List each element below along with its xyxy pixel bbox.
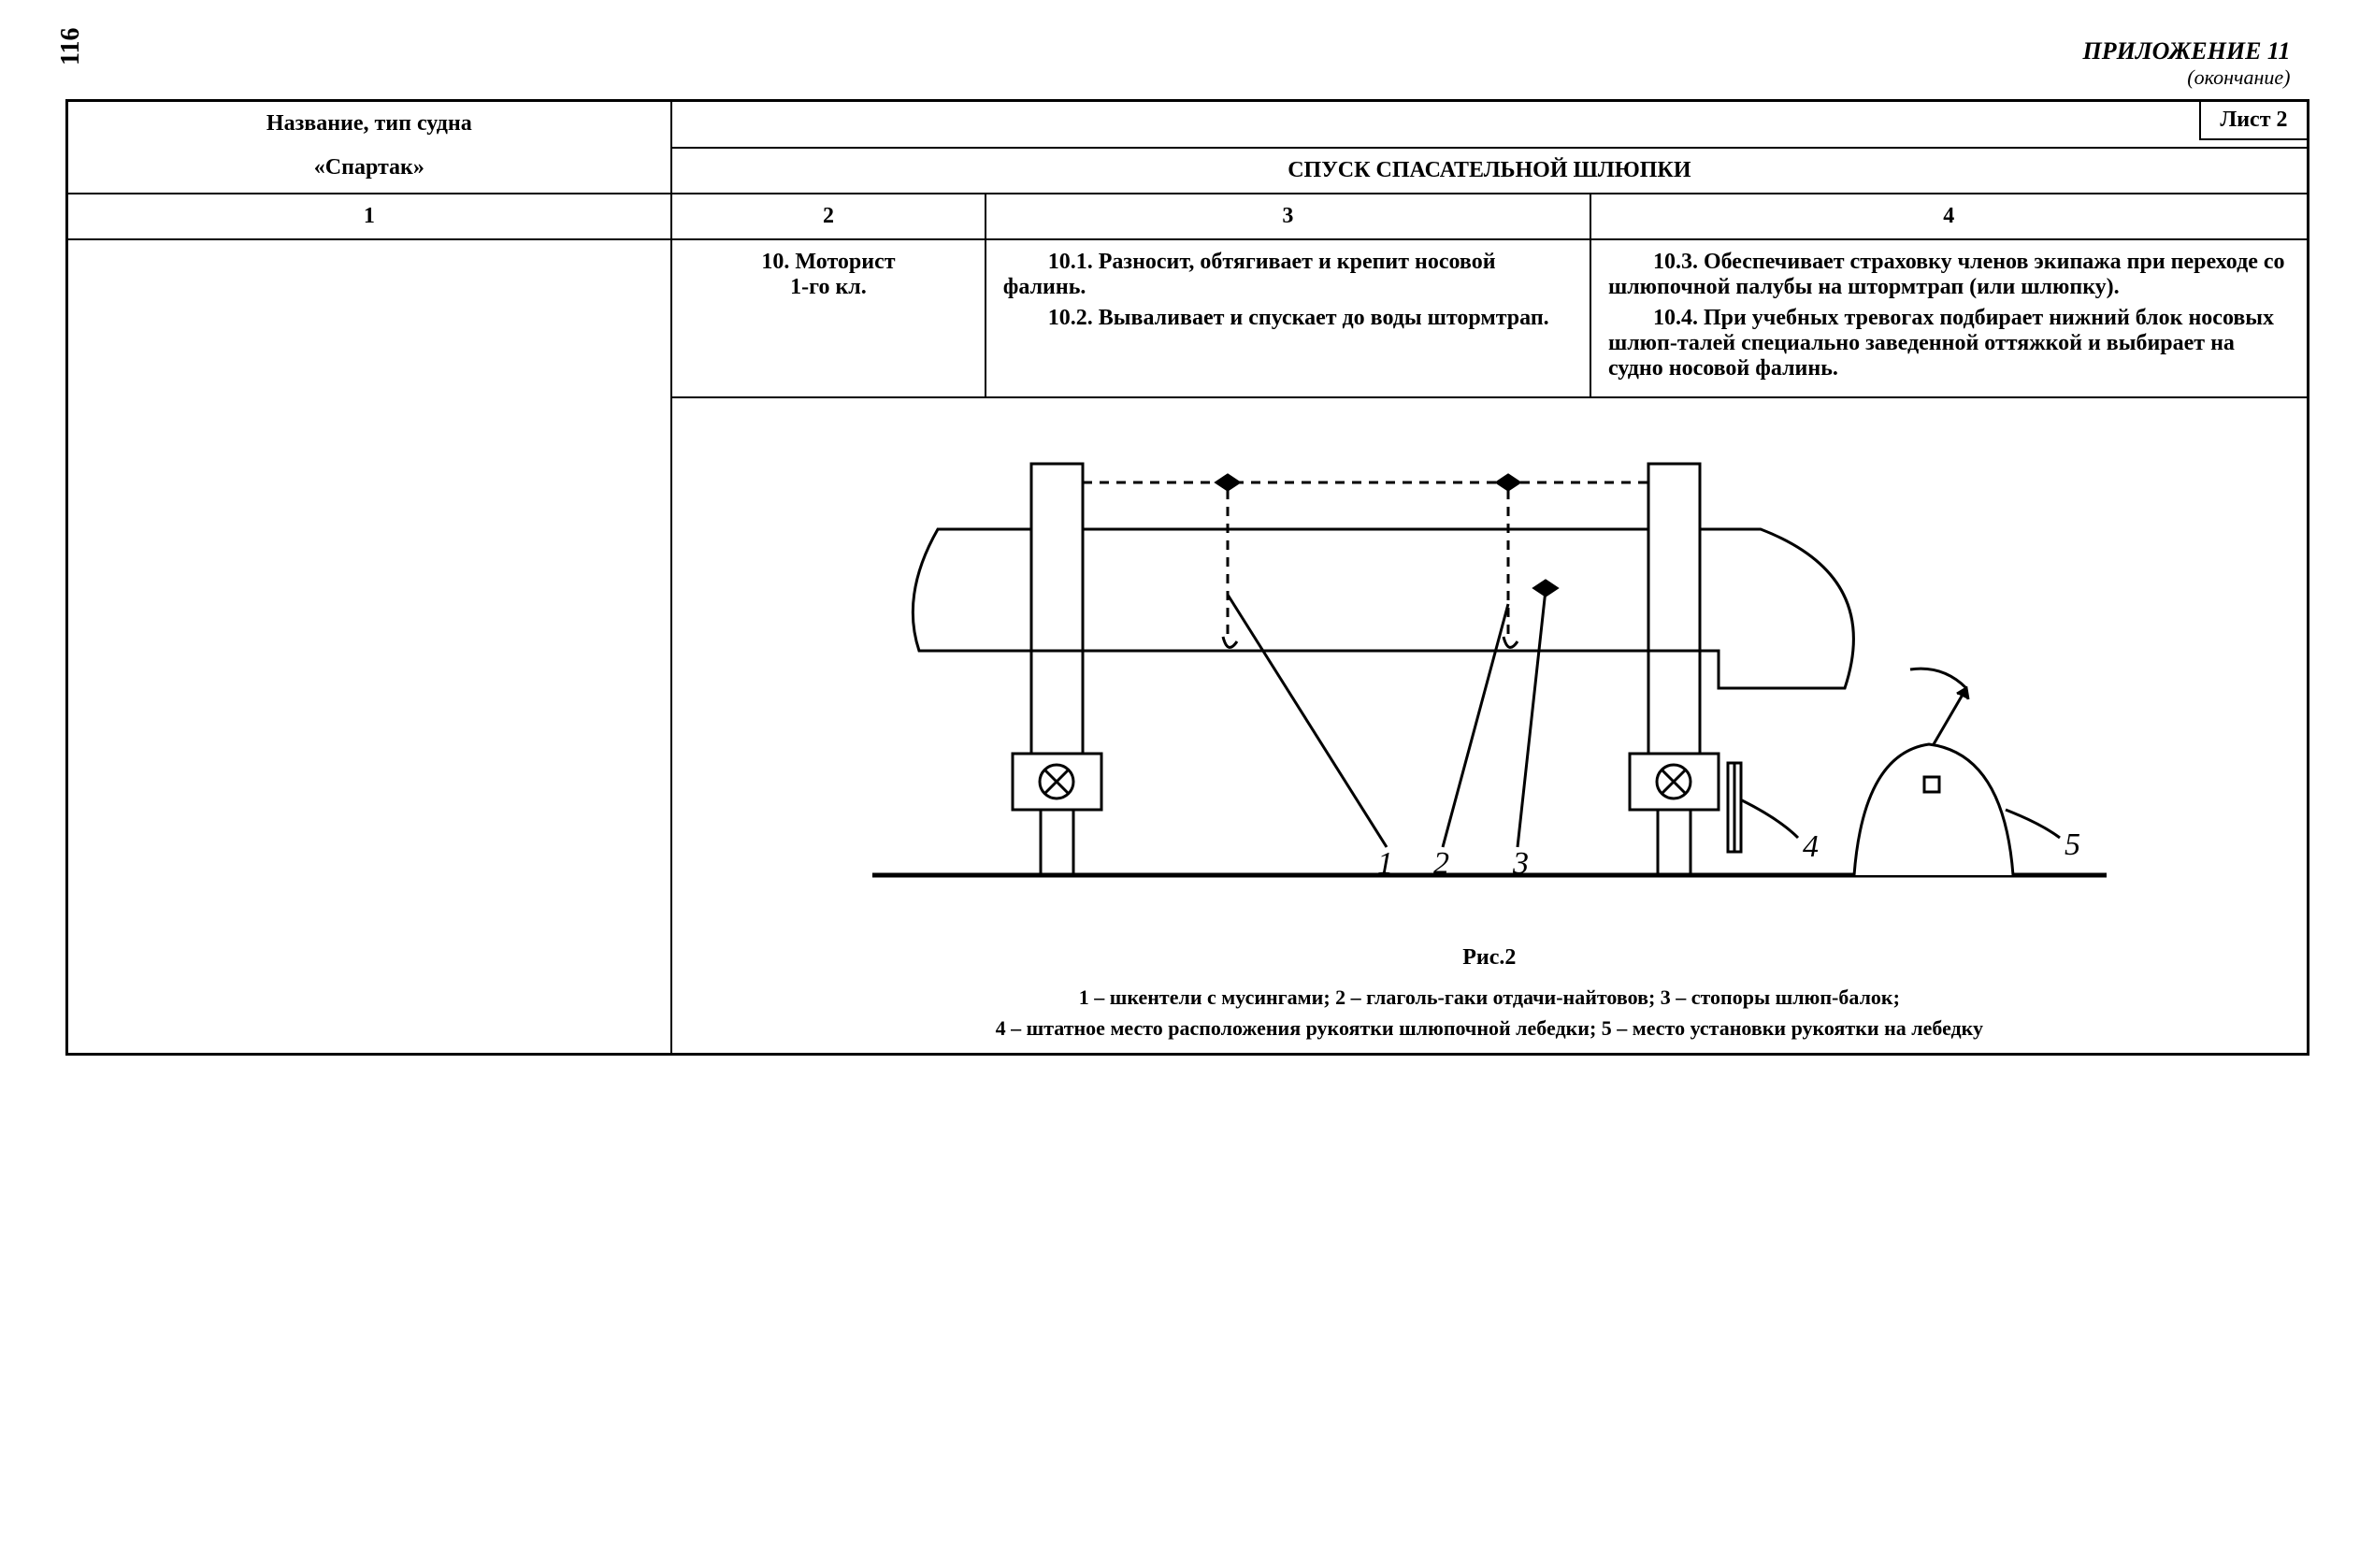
- content-row: 10. Моторист 1-го кл. 10.1. Разносит, об…: [66, 239, 2308, 397]
- diagram-label-3: 3: [1512, 846, 1529, 881]
- column-number-row: 1 2 3 4: [66, 194, 2308, 239]
- continuation-label: (окончание): [65, 65, 2291, 90]
- diagram-label-2: 2: [1433, 846, 1449, 881]
- col4-p1: 10.3. Обеспечивает страховку членов экип…: [1608, 250, 2290, 300]
- col3-p2: 10.2. Вываливает и спускает до воды штор…: [1003, 306, 1573, 331]
- legend-line1: 1 – шкентели с мусингами; 2 – глаголь-га…: [689, 982, 2289, 1013]
- page-number: 116: [56, 28, 86, 65]
- diagram-cell: 1 2 3 4 5 Рис.2 1 – шкентели с мусингами…: [671, 397, 2308, 1055]
- col4-text: 10.3. Обеспечивает страховку членов экип…: [1590, 239, 2308, 397]
- col2-role: 10. Моторист 1-го кл.: [671, 239, 986, 397]
- sheet-label: Лист 2: [2199, 100, 2308, 140]
- colnum-2: 2: [671, 194, 986, 239]
- col3-text: 10.1. Разносит, обтягивает и крепит носо…: [986, 239, 1590, 397]
- header-row: Название, тип судна «Спартак» Лист 2: [66, 101, 2308, 148]
- main-title: СПУСК СПАСАТЕЛЬНОЙ ШЛЮПКИ: [671, 148, 2308, 194]
- colnum-1: 1: [66, 194, 671, 239]
- vessel-label: Название, тип судна: [85, 111, 655, 137]
- role-line2: 1-го кл.: [689, 275, 968, 300]
- diagram-label-1: 1: [1377, 846, 1393, 881]
- col3-p1: 10.1. Разносит, обтягивает и крепит носо…: [1003, 250, 1573, 300]
- legend-line2: 4 – штатное место расположения рукоятки …: [689, 1013, 2289, 1043]
- diagram-label-5: 5: [2065, 827, 2080, 862]
- colnum-4: 4: [1590, 194, 2308, 239]
- sheet-row: Лист 2: [671, 101, 2308, 148]
- header-block: ПРИЛОЖЕНИЕ 11 (окончание): [65, 37, 2309, 90]
- vessel-name: «Спартак»: [85, 155, 655, 180]
- role-line1: 10. Моторист: [689, 250, 968, 275]
- vessel-cell: Название, тип судна «Спартак»: [66, 101, 671, 194]
- appendix-title: ПРИЛОЖЕНИЕ 11: [65, 37, 2291, 65]
- diagram-label-4: 4: [1803, 829, 1819, 864]
- col1-empty: [66, 239, 671, 1055]
- page-container: 116 ПРИЛОЖЕНИЕ 11 (окончание) Название, …: [65, 37, 2309, 1056]
- col4-p2: 10.4. При учебных тревогах подбирает ниж…: [1608, 306, 2290, 381]
- main-table: Название, тип судна «Спартак» Лист 2 СПУ…: [65, 99, 2309, 1056]
- colnum-3: 3: [986, 194, 1590, 239]
- diagram-legend: 1 – шкентели с мусингами; 2 – глаголь-га…: [689, 982, 2289, 1043]
- lifeboat-diagram: 1 2 3 4 5: [835, 408, 2144, 931]
- diagram-caption: Рис.2: [689, 945, 2289, 971]
